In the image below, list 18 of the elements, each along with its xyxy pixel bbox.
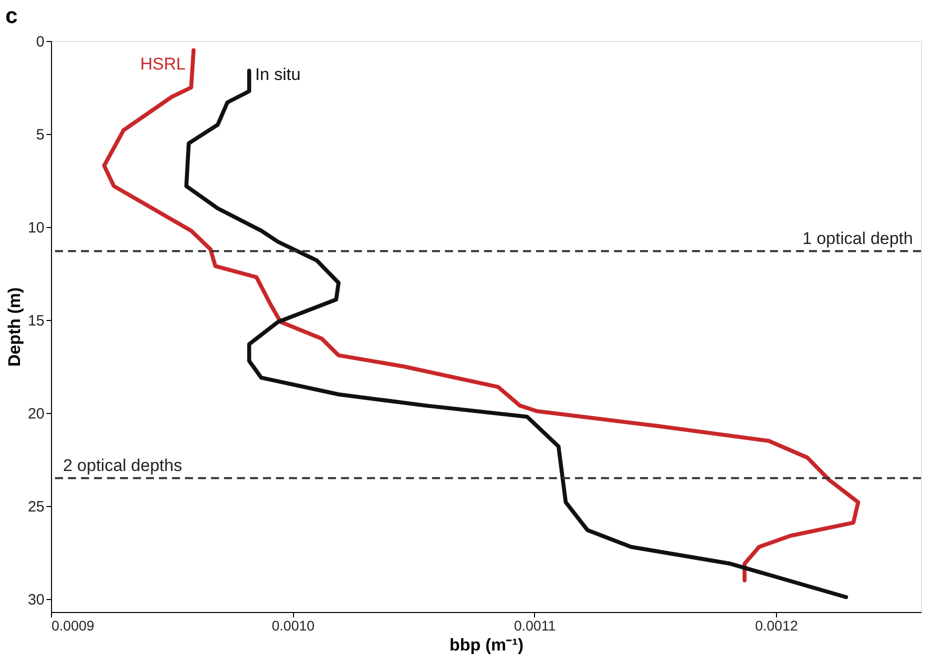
- x-tick-label: 0.0010: [272, 618, 315, 634]
- x-axis-title: bbp (m⁻¹): [450, 636, 524, 654]
- y-tick-label: 25: [28, 498, 44, 516]
- y-tick-label: 30: [28, 591, 44, 608]
- x-tick-label: 0.0012: [755, 618, 798, 634]
- series-label: In situ: [255, 64, 301, 84]
- x-tick-label: 0.0009: [52, 618, 95, 634]
- ref-line-label: 2 optical depths: [63, 456, 182, 476]
- y-tick-label: 5: [36, 126, 44, 144]
- series-label: HSRL: [140, 54, 186, 74]
- y-tick-label: 0: [36, 34, 44, 50]
- y-tick-label: 20: [28, 405, 44, 422]
- chart-title: c: [5, 3, 18, 28]
- y-tick-label: 15: [28, 312, 44, 330]
- y-tick-label: 10: [28, 219, 44, 236]
- x-tick-label: 0.0011: [514, 618, 556, 634]
- ref-line-label: 1 optical depth: [802, 229, 913, 248]
- y-axis-title: Depth (m): [4, 287, 24, 367]
